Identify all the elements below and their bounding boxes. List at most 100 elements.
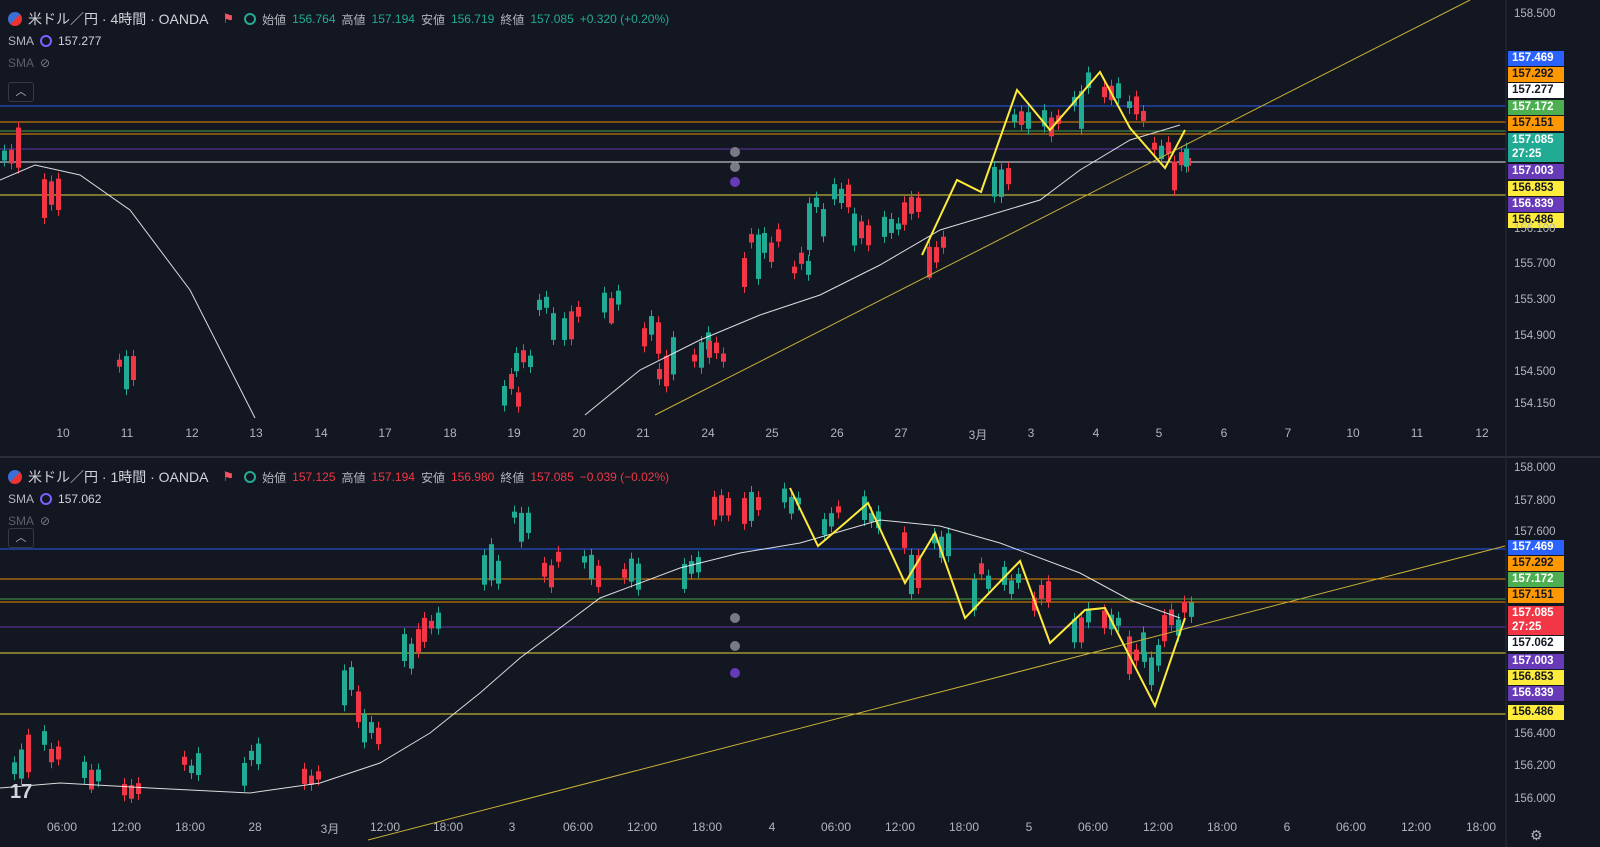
candle-body	[806, 261, 811, 275]
price-level-label[interactable]: 157.062	[1508, 636, 1564, 651]
chart-pane-1h[interactable]: 米ドル／円 · 1時間 · OANDA ⚑ 始値 157.125 高値 157.19…	[0, 458, 1600, 847]
price-level-label[interactable]: 157.085	[1508, 606, 1564, 621]
candle-body	[42, 179, 47, 218]
time-axis-tick: 06:00	[562, 820, 594, 834]
chart-pane-4h[interactable]: 米ドル／円 · 4時間 · OANDA ⚑ 始値 156.764 高値 157.19…	[0, 0, 1600, 456]
eye-hidden-icon[interactable]: ⊘	[40, 56, 51, 70]
candle-body	[549, 565, 554, 588]
price-axis-tick: 156.000	[1514, 793, 1556, 805]
price-level-label[interactable]: 27:25	[1508, 147, 1564, 162]
candle-body	[756, 497, 761, 511]
usdjpy-flag-icon	[8, 12, 22, 26]
time-axis-tick: 19	[507, 426, 521, 440]
price-chart-4h[interactable]	[0, 0, 1600, 456]
price-level-label[interactable]: 157.151	[1508, 588, 1564, 603]
price-level-label[interactable]: 157.292	[1508, 556, 1564, 571]
price-level-label[interactable]: 157.172	[1508, 572, 1564, 587]
sma-value: 157.062	[58, 492, 102, 506]
candle-body	[516, 392, 521, 407]
candle-body	[622, 569, 627, 578]
candle-body	[528, 355, 533, 368]
price-axis-tick: 157.600	[1514, 526, 1556, 538]
sma-loading-icon	[40, 35, 53, 47]
candle-body	[742, 498, 747, 524]
price-level-label[interactable]: 157.469	[1508, 51, 1564, 66]
legend-4h: 米ドル／円 · 4時間 · OANDA ⚑ 始値 156.764 高値 157.19…	[8, 8, 669, 74]
event-marker-icon	[730, 147, 740, 157]
candle-body	[542, 562, 547, 577]
price-level-label[interactable]: 27:25	[1508, 620, 1564, 635]
candle-body	[1149, 657, 1154, 686]
price-level-label[interactable]: 156.853	[1508, 670, 1564, 685]
price-level-label[interactable]: 157.003	[1508, 654, 1564, 669]
candle-body	[436, 612, 441, 629]
candle-body	[814, 197, 819, 207]
price-level-label[interactable]: 157.151	[1508, 116, 1564, 131]
candle-body	[122, 784, 127, 796]
sma-indicator-label[interactable]: SMA	[8, 34, 35, 48]
price-level-label[interactable]: 156.839	[1508, 686, 1564, 701]
open-label: 始値	[262, 12, 287, 27]
time-axis-tick: 11	[1410, 426, 1424, 440]
price-axis-tick: 155.300	[1514, 294, 1556, 306]
candle-body	[356, 691, 361, 723]
sma-hidden-label[interactable]: SMA	[8, 56, 35, 70]
price-axis-tick: 158.500	[1514, 8, 1556, 20]
candle-body	[992, 167, 997, 197]
candle-body	[986, 575, 991, 589]
price-level-label[interactable]: 156.486	[1508, 705, 1564, 720]
candle-body	[502, 385, 507, 406]
collapse-legend-button[interactable]: ︿	[8, 82, 34, 102]
candle-body	[1127, 101, 1132, 108]
candle-body	[369, 722, 374, 733]
candle-body	[12, 762, 17, 775]
gear-icon[interactable]: ⚙	[1530, 827, 1543, 843]
candle-body	[402, 634, 407, 662]
candle-body	[1134, 96, 1139, 115]
candle-body	[1006, 168, 1011, 185]
candle-body	[1026, 112, 1031, 129]
candle-body	[129, 785, 134, 799]
price-level-label[interactable]: 157.469	[1508, 540, 1564, 555]
candle-body	[16, 127, 21, 168]
close-value: 157.085	[530, 470, 574, 484]
candle-body	[544, 296, 549, 308]
sma-hidden-label[interactable]: SMA	[8, 514, 35, 528]
candle-body	[807, 203, 812, 250]
candle-body	[189, 765, 194, 774]
flag-icon[interactable]: ⚑	[222, 11, 235, 26]
candle-body	[1079, 617, 1084, 643]
price-level-label[interactable]: 157.003	[1508, 164, 1564, 179]
tradingview-logo[interactable]: 17	[10, 781, 33, 803]
market-status-icon[interactable]	[244, 471, 257, 483]
flag-icon[interactable]: ⚑	[222, 469, 235, 484]
collapse-legend-button[interactable]: ︿	[8, 528, 34, 548]
candle-body	[526, 512, 531, 533]
candle-body	[682, 564, 687, 589]
candle-body	[707, 340, 712, 358]
price-level-label[interactable]: 157.292	[1508, 67, 1564, 82]
price-level-label[interactable]: 157.277	[1508, 83, 1564, 98]
time-axis-tick: 20	[572, 426, 586, 440]
eye-hidden-icon[interactable]: ⊘	[40, 514, 51, 528]
market-status-icon[interactable]	[244, 13, 257, 25]
candle-body	[876, 511, 881, 529]
price-axis-tick: 154.150	[1514, 398, 1556, 410]
price-level-label[interactable]: 157.172	[1508, 100, 1564, 115]
candle-body	[562, 318, 567, 340]
symbol-title[interactable]: 米ドル／円 · 1時間 · OANDA	[28, 469, 209, 485]
price-chart-1h[interactable]	[0, 458, 1600, 847]
price-level-label[interactable]: 156.853	[1508, 181, 1564, 196]
pane-divider[interactable]	[0, 456, 1600, 458]
candle-body	[909, 554, 914, 595]
price-level-label[interactable]: 157.085	[1508, 133, 1564, 148]
candle-body	[1032, 597, 1037, 611]
candle-body	[1012, 114, 1017, 122]
price-level-label[interactable]: 156.486	[1508, 213, 1564, 228]
sma-indicator-label[interactable]: SMA	[8, 492, 35, 506]
candle-body	[932, 533, 937, 544]
candle-body	[839, 188, 844, 204]
candle-body	[636, 563, 641, 590]
symbol-title[interactable]: 米ドル／円 · 4時間 · OANDA	[28, 11, 209, 27]
price-level-label[interactable]: 156.839	[1508, 197, 1564, 212]
